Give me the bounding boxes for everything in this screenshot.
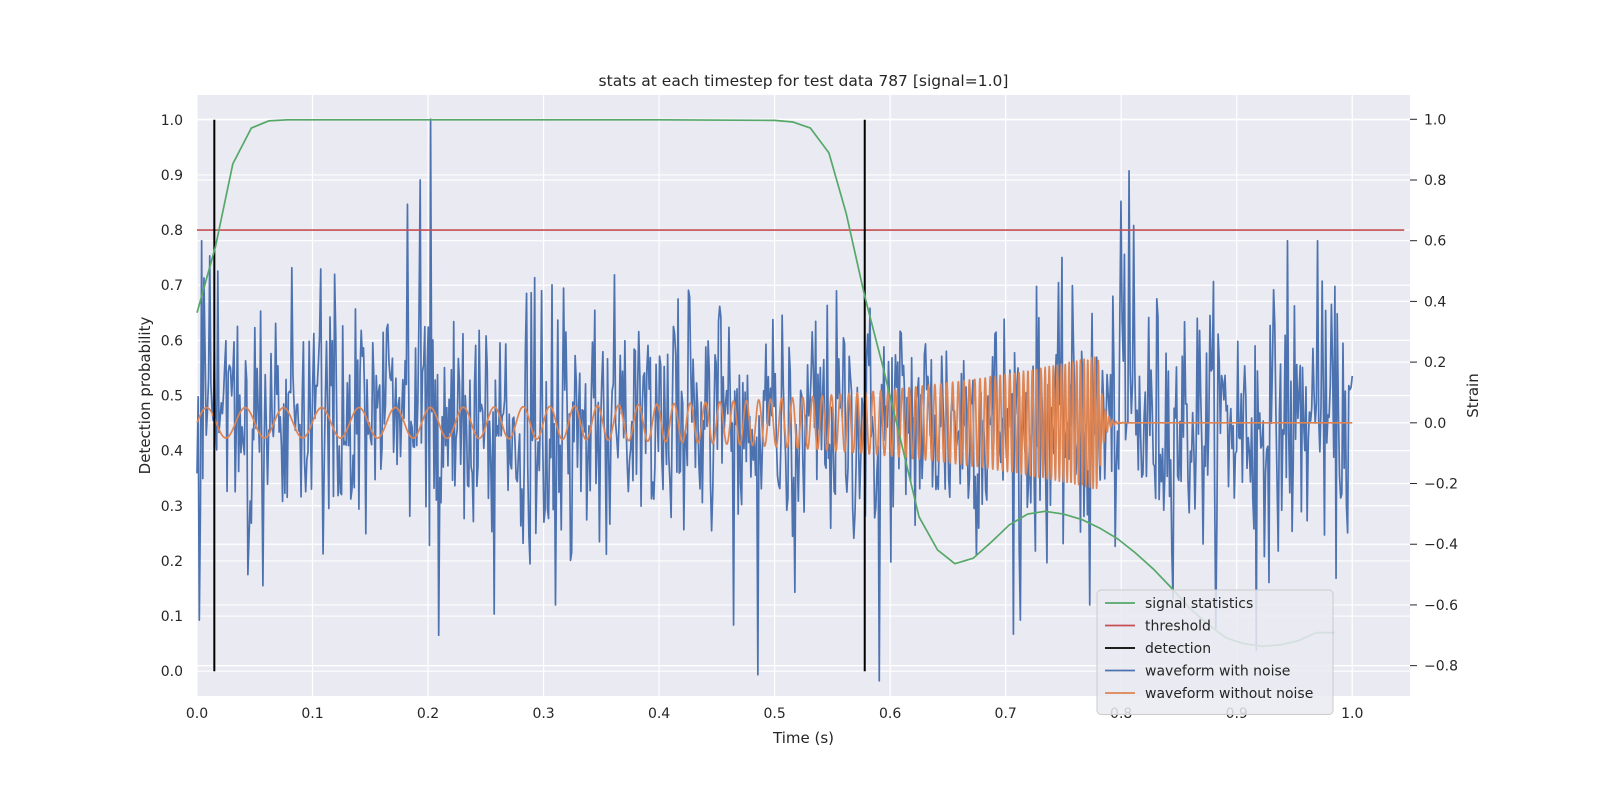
x-axis-title: Time (s) [772, 729, 834, 747]
x-tick-label: 0.6 [879, 706, 901, 722]
legend: signal statistics threshold detection wavef… [1096, 589, 1334, 715]
y-left-tick-label: 0.2 [161, 554, 183, 570]
y-left-axis-title: Detection probability [136, 317, 154, 475]
waveform-without-noise-line [196, 356, 1353, 490]
legend-label: detection [1145, 641, 1211, 657]
x-tick-label: 1.0 [1341, 706, 1363, 722]
x-tick-label: 0.2 [417, 706, 439, 722]
y-right-tick-label: 1.0 [1424, 112, 1446, 128]
x-tick-label: 0.7 [995, 706, 1017, 722]
x-tick-label: 0.5 [763, 706, 785, 722]
y-left-tick-label: 0.4 [161, 444, 183, 460]
y-left-tick-label: 0.6 [161, 333, 183, 349]
y-right-tick-label: 0.4 [1424, 294, 1446, 310]
waveform-with-noise-line [196, 118, 1354, 682]
x-tick-label: 0.1 [301, 706, 323, 722]
y-left-tick-label: 0.0 [161, 664, 183, 680]
y-left-tick-label: 0.1 [161, 609, 183, 625]
y-left-tick-label: 0.7 [161, 278, 183, 294]
legend-box [1096, 589, 1334, 715]
y-right-axis-title: Strain [1464, 373, 1482, 417]
y-left-tick-label: 0.3 [161, 499, 183, 515]
legend-label: waveform without noise [1145, 686, 1313, 702]
y-right-tick-label: 0.0 [1424, 416, 1446, 432]
chart-title: stats at each timestep for test data 787… [599, 72, 1009, 90]
x-tick-label: 0.3 [532, 706, 554, 722]
legend-label: waveform with noise [1145, 664, 1290, 680]
y-right-tick-label: −0.8 [1424, 659, 1458, 675]
y-left-tick-label: 0.9 [161, 168, 183, 184]
x-tick-label: 0.4 [648, 706, 670, 722]
y-left-tick-label: 0.5 [161, 389, 183, 405]
legend-label: signal statistics [1145, 596, 1253, 612]
y-right-tick-label: 0.8 [1424, 173, 1446, 189]
legend-label: threshold [1145, 619, 1211, 635]
y-left-tick-label: 1.0 [161, 113, 183, 129]
x-tick-label: 0.0 [186, 706, 208, 722]
y-right-tick-label: −0.6 [1424, 598, 1458, 614]
y-right-tick-label: −0.4 [1424, 537, 1458, 553]
y-right-tick-label: 0.6 [1424, 234, 1446, 250]
axes-layer: 0.0 0.1 0.2 0.3 0.4 0.5 0.6 0.7 0.8 0.9 1.0 0.0 0.1 0… [161, 112, 1458, 722]
y-right-tick-label: −0.2 [1424, 477, 1458, 493]
y-right-tick-label: 0.2 [1424, 355, 1446, 371]
y-left-tick-label: 0.8 [161, 223, 183, 239]
